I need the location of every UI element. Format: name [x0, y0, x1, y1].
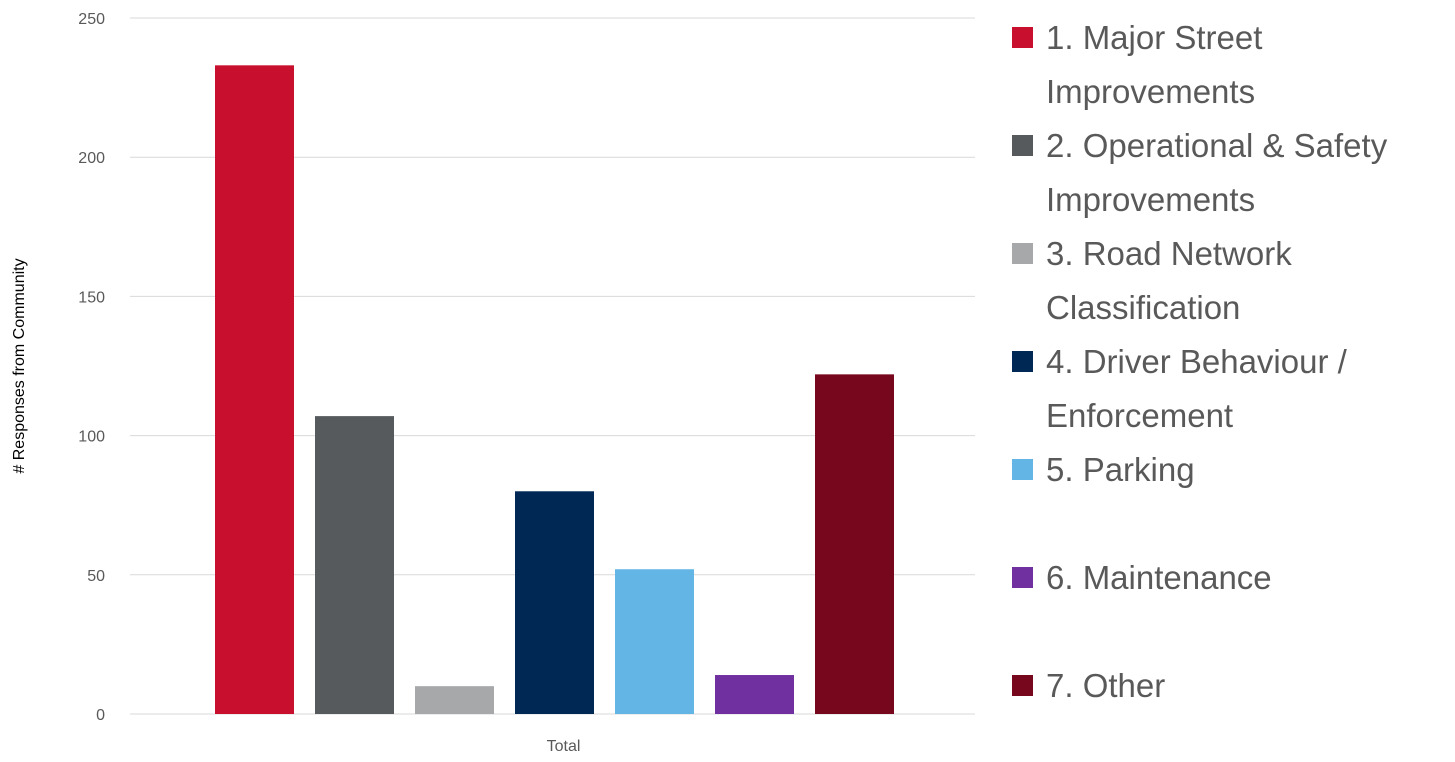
- bar-series-2[interactable]: [315, 416, 394, 714]
- legend-label: 6. Maintenance: [1046, 559, 1272, 596]
- legend-entry-4[interactable]: 4. Driver Behaviour / Enforcement: [1012, 343, 1348, 434]
- legend-label: 2. Operational & Safety: [1046, 127, 1388, 164]
- legend-label: 7. Other: [1046, 667, 1165, 704]
- bars: [215, 65, 894, 714]
- legend-entry-5[interactable]: 5. Parking: [1012, 451, 1195, 488]
- legend-swatch: [1012, 567, 1033, 588]
- legend-swatch: [1012, 243, 1033, 264]
- y-tick-label: 250: [78, 11, 105, 28]
- bar-series-3[interactable]: [415, 686, 494, 714]
- legend-label: 1. Major Street: [1046, 19, 1262, 56]
- y-tick-label: 100: [78, 429, 105, 446]
- legend-entry-2[interactable]: 2. Operational & Safety Improvements: [1012, 127, 1388, 218]
- legend-label: Classification: [1046, 289, 1240, 326]
- y-axis-title: # Responses from Community: [11, 258, 28, 473]
- legend-label: 5. Parking: [1046, 451, 1195, 488]
- bar-series-7[interactable]: [815, 374, 894, 714]
- bar-series-1[interactable]: [215, 65, 294, 714]
- legend-label: Improvements: [1046, 73, 1255, 110]
- legend-entry-7[interactable]: 7. Other: [1012, 667, 1165, 704]
- x-tick-label: Total: [547, 738, 581, 755]
- legend-label: Improvements: [1046, 181, 1255, 218]
- legend-label: 4. Driver Behaviour /: [1046, 343, 1348, 380]
- legend-label: 3. Road Network: [1046, 235, 1292, 272]
- y-tick-label: 150: [78, 289, 105, 306]
- y-tick-label: 50: [87, 568, 105, 585]
- bar-series-5[interactable]: [615, 569, 694, 714]
- y-tick-label: 0: [96, 707, 105, 724]
- x-axis-ticks: Total: [547, 738, 581, 755]
- y-axis-ticks: 0 50 100 150 200 250: [78, 11, 105, 724]
- legend-swatch: [1012, 459, 1033, 480]
- legend-swatch: [1012, 135, 1033, 156]
- legend-swatch: [1012, 675, 1033, 696]
- legend-label: Enforcement: [1046, 397, 1233, 434]
- legend-entry-1[interactable]: 1. Major Street Improvements: [1012, 19, 1262, 110]
- legend-swatch: [1012, 27, 1033, 48]
- legend-entry-3[interactable]: 3. Road Network Classification: [1012, 235, 1292, 326]
- bar-series-6[interactable]: [715, 675, 794, 714]
- bar-series-4[interactable]: [515, 491, 594, 714]
- y-tick-label: 200: [78, 150, 105, 167]
- legend-entry-6[interactable]: 6. Maintenance: [1012, 559, 1272, 596]
- legend-swatch: [1012, 351, 1033, 372]
